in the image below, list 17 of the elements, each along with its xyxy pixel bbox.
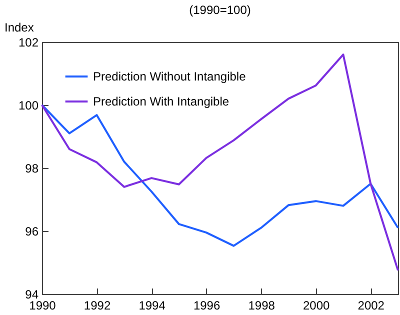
- x-tick-label: 1998: [248, 298, 276, 312]
- y-axis-title: Index: [4, 20, 34, 34]
- legend-label: Prediction Without Intangible: [93, 70, 246, 84]
- x-tick-label: 1990: [29, 298, 56, 312]
- line-series: [41, 54, 399, 272]
- y-tick-label: 102: [18, 36, 39, 50]
- x-tick-label: 1996: [193, 298, 220, 312]
- x-tick-label: 1994: [138, 298, 166, 312]
- x-tick-label: 2002: [358, 298, 385, 312]
- y-tick-label: 98: [25, 162, 39, 176]
- x-tick-label: 1992: [84, 298, 111, 312]
- legend-label: Prediction With Intangible: [93, 94, 230, 108]
- chart-title: (1990=100): [189, 3, 251, 17]
- y-tick-label: 100: [18, 98, 39, 112]
- y-tick-label: 94: [25, 288, 39, 302]
- y-tick-label: 96: [25, 224, 39, 238]
- x-tick-label: 2000: [302, 298, 330, 312]
